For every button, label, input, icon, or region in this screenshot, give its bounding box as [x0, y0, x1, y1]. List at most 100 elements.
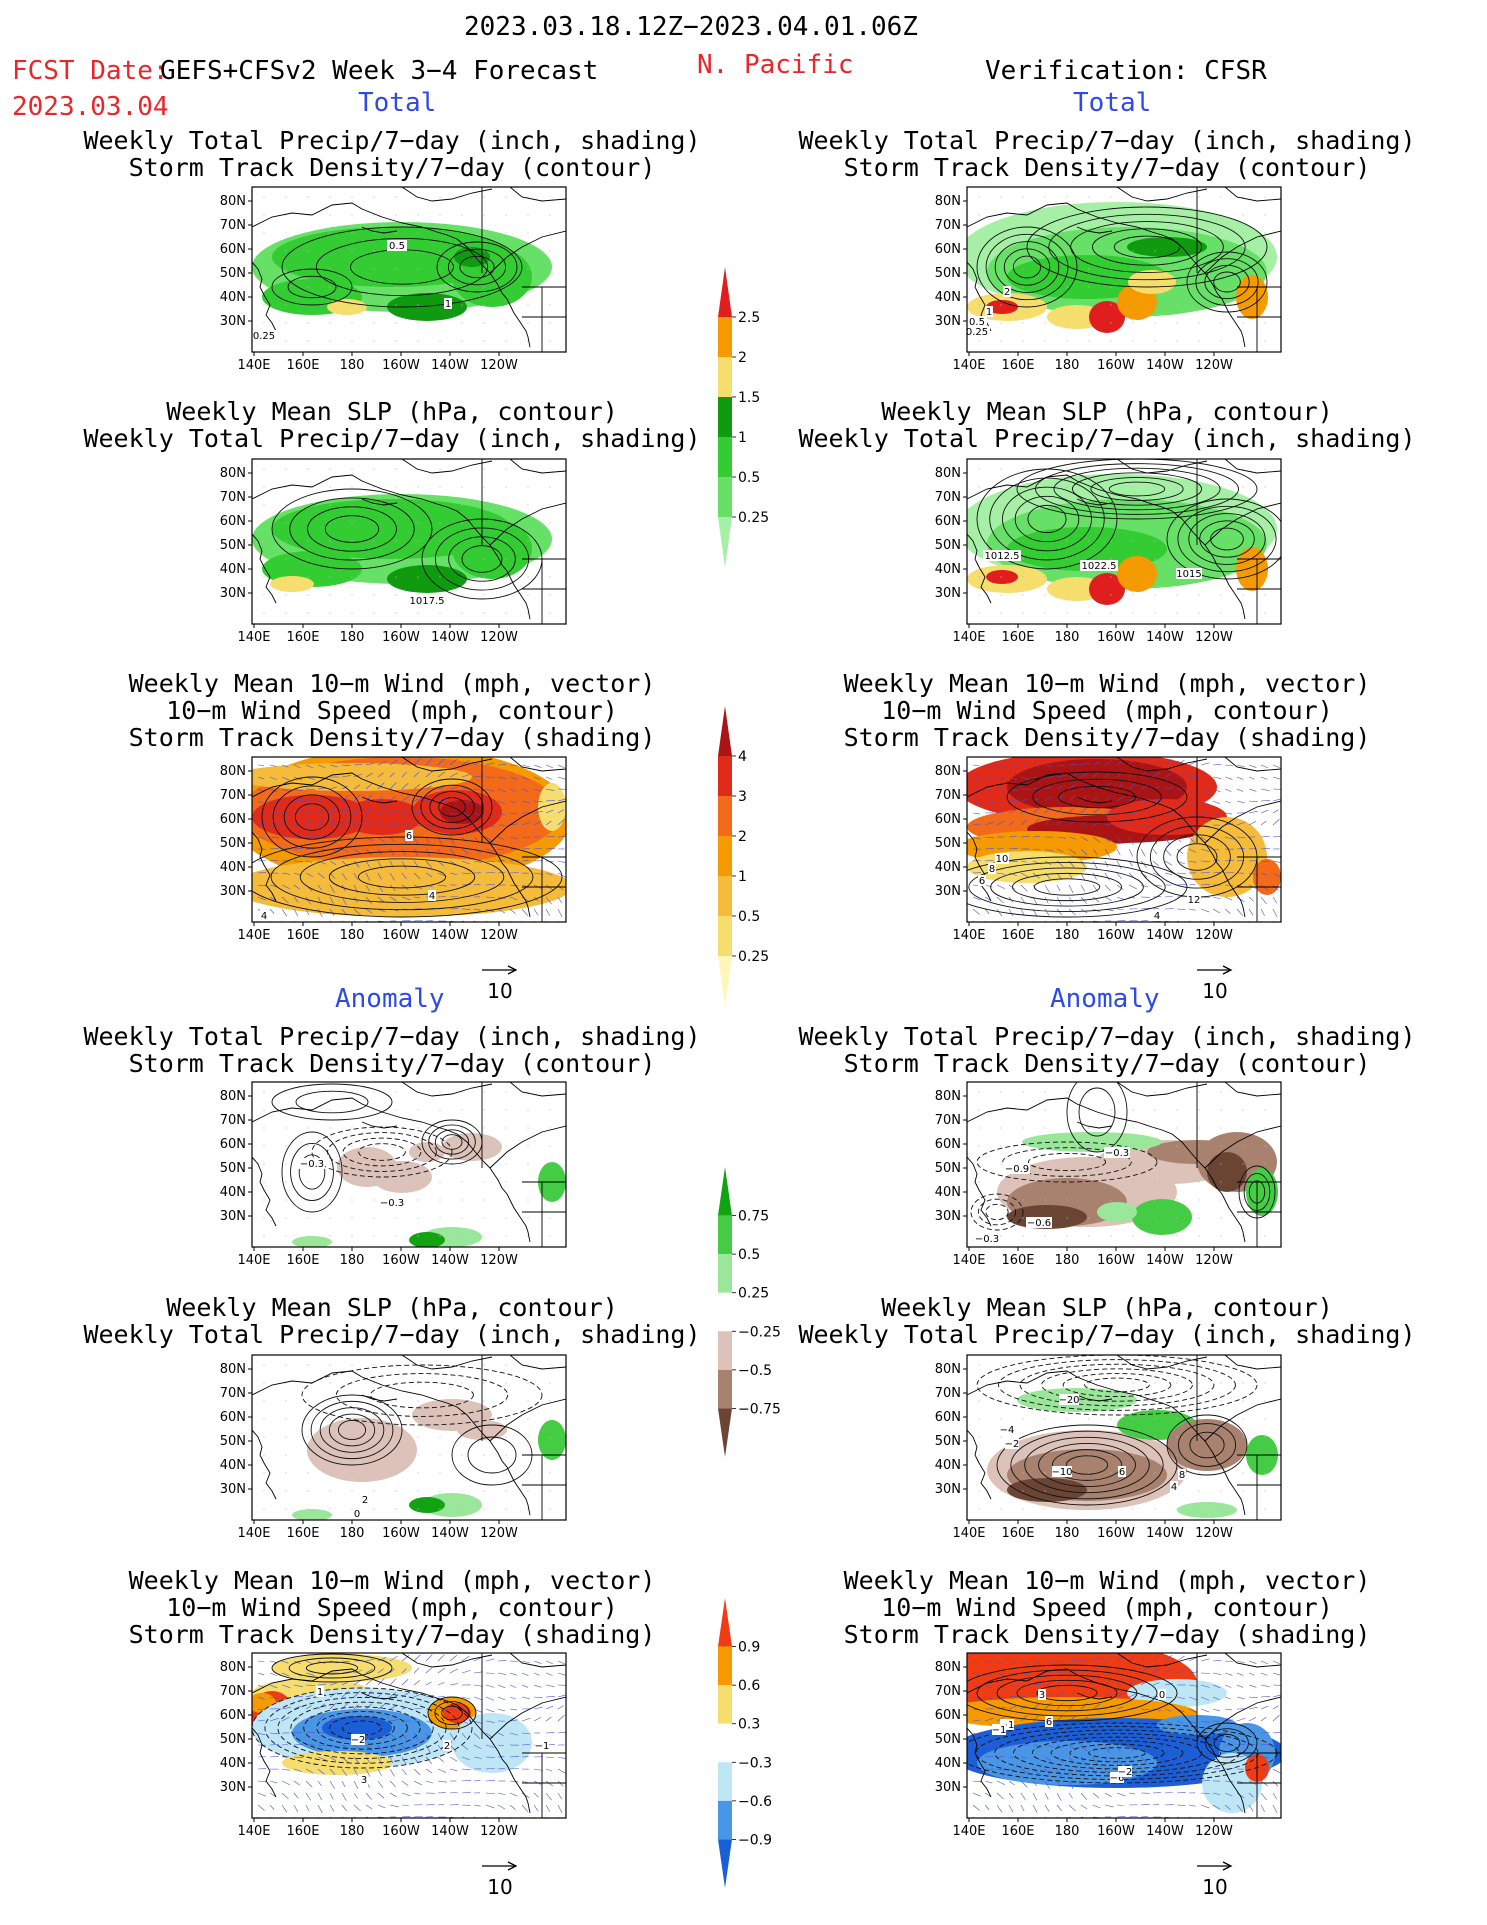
contour-line	[1195, 258, 1259, 306]
contour-line	[289, 497, 415, 561]
colorbar-swatch	[718, 1598, 732, 1647]
lat-tick-label: 70N	[220, 218, 246, 233]
colorbar-swatch	[718, 357, 732, 397]
shading-region	[409, 1232, 445, 1247]
contour-line	[1016, 459, 1258, 520]
contour-line	[252, 1687, 473, 1769]
contour-line	[411, 778, 493, 836]
period-title: 2023.03.18.12Z−2023.04.01.06Z	[464, 12, 918, 42]
contour-line	[1041, 1368, 1193, 1402]
colorbar-label: 2	[738, 829, 747, 845]
vector-reference-L6: 10	[480, 1856, 520, 1899]
contour-line	[1051, 1449, 1123, 1481]
contour-line	[1210, 527, 1244, 551]
colorbar-label: −0.25	[738, 1324, 781, 1340]
contour-line	[1078, 1087, 1116, 1137]
lon-tick-label: 140E	[952, 928, 985, 943]
lon-tick-label: 120W	[1195, 358, 1233, 373]
contour-line	[1035, 463, 1239, 515]
contour-line	[288, 1657, 376, 1679]
title-R2: Weekly Mean SLP (hPa, contour) Weekly Tot…	[798, 397, 1416, 453]
vector-reference-L3: 10	[480, 960, 520, 1003]
contour-line	[459, 255, 495, 279]
lat-tick-label: 50N	[935, 1732, 961, 1747]
lat-tick-label: 50N	[935, 1434, 961, 1449]
contour-label: 0.25	[253, 331, 275, 342]
contour-line	[461, 545, 503, 573]
lon-tick-label: 140E	[237, 1253, 270, 1268]
colorbar-swatch	[718, 956, 732, 1006]
lat-tick-label: 50N	[935, 538, 961, 553]
lat-tick-label: 50N	[935, 1161, 961, 1176]
contour-label: 2	[1004, 287, 1010, 298]
contour-line	[467, 1436, 517, 1474]
contour-line	[337, 1420, 367, 1440]
contour-line	[1090, 477, 1184, 501]
arrow-right-icon	[482, 1861, 518, 1871]
contour-label: −10	[1051, 1467, 1072, 1478]
section-total-left: Total	[358, 88, 437, 118]
section-anomaly-left: Anomaly	[335, 984, 445, 1014]
colorbar-label: 0.6	[738, 1678, 760, 1694]
colorbar-swatch	[718, 1408, 732, 1457]
lat-tick-label: 60N	[220, 812, 246, 827]
contour-line	[261, 776, 363, 858]
title-R3: Weekly Mean 10−m Wind (mph, vector) 10−m …	[843, 669, 1371, 752]
map-panel-forecast-anom-wind-storm: 1 −2 2 −1 3 80N 70N 60N 50N 40N 30N 140E 160E 180 160W…	[212, 1652, 572, 1844]
contour-line	[324, 515, 380, 543]
contour-line	[1032, 778, 1162, 816]
title-L3: Weekly Mean 10−m Wind (mph, vector) 10−m …	[128, 669, 656, 752]
lat-tick-label: 80N	[220, 1362, 246, 1377]
lon-tick-label: 160E	[1001, 1253, 1034, 1268]
shading-region	[1246, 1168, 1278, 1216]
contour-line	[968, 862, 1166, 912]
lat-tick-label: 50N	[220, 1434, 246, 1449]
contour-label: 4	[1171, 1482, 1177, 1493]
colorbar-label: 4	[738, 749, 747, 765]
shading-region	[1236, 275, 1268, 319]
lat-tick-label: 40N	[220, 562, 246, 577]
colorbar-label: 2	[738, 350, 747, 366]
title-R6: Weekly Mean 10−m Wind (mph, vector) 10−m …	[843, 1566, 1371, 1649]
map-L6: 1 −2 2 −1 3 80N 70N 60N 50N 40N 30N 140E 160E 180 160W…	[220, 1652, 567, 1839]
lon-tick-label: 160E	[286, 928, 319, 943]
shading-region	[1128, 270, 1176, 294]
shading-region	[322, 1716, 392, 1740]
contour-line	[989, 477, 1105, 561]
lon-tick-label: 160E	[286, 358, 319, 373]
colorbar-svg: 2.5 2 1.5 1 0.5 0.25	[718, 267, 769, 567]
map-R4: −0.9 −0.3 −0.6 −0.3 80N 70N 60N 50N 40N 30N 140E 16…	[935, 1081, 1282, 1268]
contour-label: −20	[1058, 1395, 1079, 1406]
contour-line	[427, 1696, 477, 1730]
map-panel-verification-anom-precip-storm: −0.9 −0.3 −0.6 −0.3 80N 70N 60N 50N 40N 30N 140E 16…	[927, 1081, 1287, 1273]
lon-tick-label: 120W	[480, 1526, 518, 1541]
lon-tick-label: 160E	[1001, 1824, 1034, 1839]
arrow-right-icon	[1197, 965, 1233, 975]
contour-label: −2	[1118, 1767, 1133, 1778]
contour-line	[976, 226, 1078, 308]
contour-label: 6	[979, 876, 985, 887]
section-anomaly-right: Anomaly	[1050, 984, 1160, 1014]
contour-line	[310, 1400, 394, 1460]
shading-region	[1187, 817, 1267, 897]
colorbar-label: −0.6	[738, 1794, 772, 1810]
contour-line	[1036, 1684, 1098, 1702]
contour-line	[977, 1198, 1017, 1226]
contour-line	[271, 268, 353, 306]
lat-tick-label: 60N	[935, 812, 961, 827]
lon-tick-label: 140W	[1146, 1253, 1184, 1268]
lat-tick-label: 50N	[220, 1161, 246, 1176]
contour-line	[985, 233, 1069, 301]
lon-tick-label: 140W	[431, 358, 469, 373]
lat-tick-label: 40N	[220, 1756, 246, 1771]
contour-line	[272, 785, 352, 849]
lon-tick-label: 160E	[286, 1526, 319, 1541]
shading-region	[1207, 1152, 1247, 1192]
contour-label: −1	[535, 1741, 550, 1752]
lon-tick-label: 160W	[382, 1253, 420, 1268]
map-R2: 1012.5 1022.5 1015 80N 70N 60N 50N 40N 30N 140E 16…	[935, 458, 1282, 645]
colorbar-swatch	[718, 796, 732, 836]
lat-tick-label: 50N	[220, 836, 246, 851]
lon-tick-label: 140E	[952, 630, 985, 645]
shading-region	[272, 1654, 412, 1682]
